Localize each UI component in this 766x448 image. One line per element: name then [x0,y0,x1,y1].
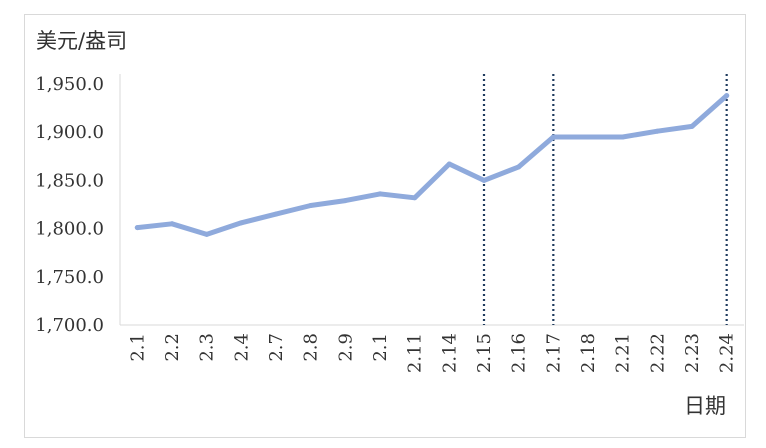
data-point [654,128,660,134]
x-tick-label: 2.24 [717,333,738,373]
data-point [238,220,244,226]
data-point [308,202,314,208]
x-tick-label: 2.15 [474,333,495,373]
y-tick-label: 1,900.0 [35,122,104,143]
y-axis-title: 美元/盎司 [36,29,127,53]
x-tick-label: 2.1 [370,333,391,362]
x-tick-label: 2.3 [197,333,218,362]
data-point [585,134,591,140]
data-point [412,195,418,201]
data-point [550,134,556,140]
x-tick-label: 2.18 [578,333,599,373]
x-tick-label: 2.22 [647,333,668,373]
y-tick-label: 1,750.0 [35,267,104,288]
data-point [481,177,487,183]
data-point [516,164,522,170]
y-tick-label: 1,950.0 [35,74,104,95]
data-point [273,211,279,217]
data-point [134,225,140,231]
x-tick-label: 2.9 [335,333,356,362]
data-point [689,123,695,129]
data-point [620,134,626,140]
data-point [169,221,175,227]
x-tick-label: 2.1 [127,333,148,362]
series-line [134,93,730,237]
data-point [204,231,210,237]
x-tick-label: 2.2 [162,333,183,362]
data-point [342,198,348,204]
x-tick-label: 2.4 [231,333,252,362]
x-tick-label: 2.11 [405,333,426,373]
x-tick-label: 2.17 [543,333,564,373]
y-tick-label: 1,800.0 [35,219,104,240]
y-tick-label: 1,850.0 [35,170,104,191]
x-axis-title: 日期 [684,394,726,418]
y-tick-label: 1,700.0 [35,315,104,336]
x-tick-label: 2.7 [266,333,287,362]
x-tick-label: 2.14 [439,333,460,373]
x-tick-label: 2.23 [682,333,703,373]
x-tick-label: 2.8 [301,333,322,362]
x-tick-label: 2.21 [613,333,634,373]
x-tick-label: 2.16 [509,333,530,373]
data-point [446,161,452,167]
data-point [377,191,383,197]
data-point [724,93,730,99]
